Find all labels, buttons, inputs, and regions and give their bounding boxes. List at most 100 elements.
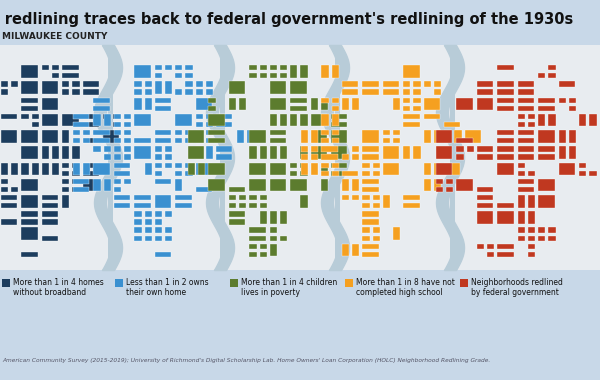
Bar [1, 195, 17, 200]
Bar [165, 236, 172, 241]
Bar [42, 130, 58, 142]
Bar [270, 146, 277, 159]
Bar [165, 211, 172, 217]
Bar [393, 228, 400, 240]
Bar [1, 203, 17, 208]
Bar [52, 146, 59, 159]
Bar [73, 179, 89, 184]
Bar [11, 187, 19, 192]
Bar [175, 114, 191, 127]
Bar [280, 73, 287, 79]
Bar [42, 81, 58, 94]
Bar [311, 130, 319, 142]
Bar [134, 203, 151, 208]
Text: American Community Survey (2015-2019); University of Richmond's Digital Scholars: American Community Survey (2015-2019); U… [2, 358, 490, 363]
Bar [332, 171, 339, 176]
Bar [155, 138, 171, 143]
Bar [155, 163, 162, 168]
Bar [11, 163, 19, 175]
Bar [175, 65, 182, 70]
Bar [290, 106, 307, 111]
Bar [538, 98, 554, 103]
Text: Digital redlining traces back to federal government's redlining of the 1930s: Digital redlining traces back to federal… [0, 12, 573, 27]
Bar [260, 146, 267, 159]
Bar [559, 130, 566, 142]
Bar [250, 163, 266, 175]
Bar [42, 219, 58, 225]
Bar [198, 163, 205, 175]
Bar [362, 211, 379, 217]
Bar [518, 154, 534, 160]
Bar [1, 163, 8, 175]
Bar [185, 163, 193, 168]
Bar [175, 195, 191, 200]
Bar [165, 65, 172, 70]
Bar [311, 130, 327, 142]
Bar [104, 146, 111, 152]
Bar [342, 195, 349, 200]
Bar [250, 179, 266, 192]
Bar [250, 130, 266, 142]
Bar [229, 219, 245, 225]
Bar [373, 163, 380, 168]
Bar [83, 171, 99, 176]
Bar [114, 138, 121, 143]
Bar [165, 163, 172, 168]
Bar [424, 163, 431, 175]
Bar [538, 179, 554, 192]
Bar [208, 114, 225, 127]
Bar [0, 45, 108, 270]
Bar [260, 244, 267, 249]
Bar [342, 171, 358, 176]
Bar [145, 98, 152, 110]
Bar [73, 122, 89, 127]
Bar [22, 195, 38, 207]
Bar [457, 179, 473, 192]
Bar [538, 73, 545, 79]
Bar [1, 219, 17, 225]
Bar [260, 211, 267, 224]
Bar [301, 154, 308, 160]
Bar [229, 98, 236, 110]
Bar [134, 228, 142, 233]
Bar [270, 81, 286, 94]
Bar [528, 228, 535, 233]
Bar [559, 98, 566, 103]
Bar [134, 65, 151, 78]
Bar [497, 211, 514, 224]
Bar [188, 146, 205, 159]
Bar [301, 171, 308, 176]
Bar [206, 114, 213, 119]
Bar [424, 98, 440, 110]
Bar [403, 65, 419, 78]
Bar [322, 146, 338, 152]
Text: More than 1 in 4 homes
without broadband: More than 1 in 4 homes without broadband [13, 278, 104, 298]
Bar [424, 114, 440, 119]
Bar [301, 114, 308, 127]
Bar [383, 89, 399, 95]
Bar [497, 81, 514, 87]
Bar [1, 187, 8, 192]
Bar [229, 203, 236, 208]
Bar [165, 81, 172, 94]
Bar [155, 106, 171, 111]
Bar [528, 171, 535, 176]
Bar [518, 130, 534, 135]
Bar [290, 114, 298, 127]
Bar [250, 228, 266, 233]
Bar [538, 154, 554, 160]
Bar [345, 279, 353, 287]
Bar [373, 203, 380, 208]
Bar [301, 146, 308, 159]
Bar [42, 146, 49, 159]
Bar [124, 138, 131, 143]
Bar [196, 81, 203, 87]
Bar [497, 106, 514, 111]
Bar [114, 146, 121, 152]
Bar [352, 154, 359, 160]
Bar [94, 146, 101, 152]
Bar [362, 252, 379, 257]
Bar [196, 130, 203, 135]
Bar [270, 114, 277, 127]
Bar [124, 130, 131, 135]
